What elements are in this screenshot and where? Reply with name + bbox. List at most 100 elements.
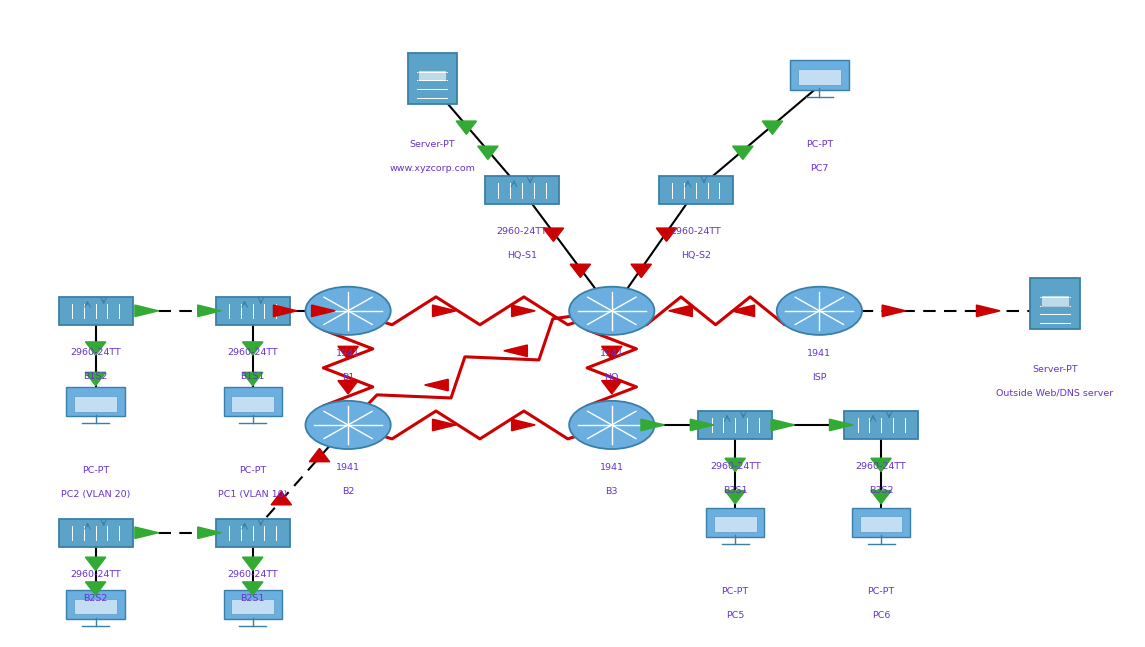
Polygon shape bbox=[311, 305, 335, 316]
Polygon shape bbox=[243, 582, 263, 595]
FancyBboxPatch shape bbox=[658, 177, 733, 204]
Polygon shape bbox=[86, 372, 105, 386]
Polygon shape bbox=[243, 342, 263, 355]
FancyBboxPatch shape bbox=[844, 411, 918, 439]
Polygon shape bbox=[829, 419, 853, 431]
FancyBboxPatch shape bbox=[66, 387, 125, 416]
Text: 2960-24TT: 2960-24TT bbox=[70, 347, 121, 356]
Text: Server-PT: Server-PT bbox=[1032, 365, 1077, 374]
Text: PC-PT: PC-PT bbox=[721, 587, 749, 596]
Text: 2960-24TT: 2960-24TT bbox=[497, 227, 547, 236]
Polygon shape bbox=[725, 458, 745, 472]
FancyBboxPatch shape bbox=[58, 519, 133, 547]
FancyBboxPatch shape bbox=[215, 297, 290, 325]
FancyBboxPatch shape bbox=[231, 396, 274, 411]
Text: www.xyzcorp.com: www.xyzcorp.com bbox=[389, 164, 475, 173]
Text: HQ: HQ bbox=[605, 373, 619, 382]
Text: B1S2: B1S2 bbox=[84, 371, 108, 380]
FancyBboxPatch shape bbox=[74, 598, 117, 615]
FancyBboxPatch shape bbox=[1041, 295, 1069, 306]
Circle shape bbox=[776, 287, 862, 335]
Polygon shape bbox=[504, 345, 528, 356]
Polygon shape bbox=[733, 146, 753, 159]
Text: PC5: PC5 bbox=[726, 611, 744, 620]
FancyBboxPatch shape bbox=[418, 70, 447, 81]
Text: 2960-24TT: 2960-24TT bbox=[228, 569, 278, 578]
FancyBboxPatch shape bbox=[215, 519, 290, 547]
FancyBboxPatch shape bbox=[1030, 278, 1080, 329]
Text: PC7: PC7 bbox=[811, 164, 829, 173]
Polygon shape bbox=[433, 419, 456, 431]
Polygon shape bbox=[243, 557, 263, 571]
Polygon shape bbox=[690, 419, 713, 431]
Polygon shape bbox=[763, 121, 783, 135]
FancyBboxPatch shape bbox=[66, 590, 125, 619]
Polygon shape bbox=[631, 264, 652, 278]
Polygon shape bbox=[543, 228, 563, 241]
Text: PC-PT: PC-PT bbox=[806, 140, 832, 149]
Polygon shape bbox=[198, 527, 221, 538]
Polygon shape bbox=[86, 342, 105, 355]
Polygon shape bbox=[243, 372, 263, 386]
Text: B1S1: B1S1 bbox=[240, 371, 264, 380]
Polygon shape bbox=[656, 228, 677, 241]
Polygon shape bbox=[871, 490, 891, 504]
Polygon shape bbox=[669, 305, 693, 316]
Polygon shape bbox=[512, 419, 535, 431]
Polygon shape bbox=[274, 305, 297, 316]
Polygon shape bbox=[570, 264, 591, 278]
Text: Outside Web/DNS server: Outside Web/DNS server bbox=[996, 389, 1114, 398]
Text: 2960-24TT: 2960-24TT bbox=[70, 569, 121, 578]
Polygon shape bbox=[882, 305, 906, 316]
Text: 1941: 1941 bbox=[600, 349, 624, 358]
Polygon shape bbox=[601, 346, 622, 360]
Polygon shape bbox=[601, 380, 622, 394]
Text: 2960-24TT: 2960-24TT bbox=[228, 347, 278, 356]
FancyBboxPatch shape bbox=[713, 516, 757, 532]
Polygon shape bbox=[456, 121, 476, 135]
Polygon shape bbox=[641, 419, 664, 431]
FancyBboxPatch shape bbox=[852, 507, 910, 536]
Text: 1941: 1941 bbox=[337, 463, 360, 472]
Text: 1941: 1941 bbox=[337, 349, 360, 358]
Text: B3S2: B3S2 bbox=[869, 486, 893, 495]
Polygon shape bbox=[338, 346, 358, 360]
Polygon shape bbox=[135, 305, 158, 316]
Polygon shape bbox=[271, 492, 292, 505]
Text: PC6: PC6 bbox=[871, 611, 891, 620]
FancyBboxPatch shape bbox=[798, 69, 840, 85]
Polygon shape bbox=[425, 379, 448, 391]
Text: 2960-24TT: 2960-24TT bbox=[710, 462, 760, 471]
FancyBboxPatch shape bbox=[706, 507, 765, 536]
Polygon shape bbox=[771, 419, 795, 431]
Text: B2S2: B2S2 bbox=[84, 593, 108, 602]
Polygon shape bbox=[433, 305, 456, 316]
FancyBboxPatch shape bbox=[860, 516, 902, 532]
Text: PC-PT: PC-PT bbox=[239, 466, 267, 475]
FancyBboxPatch shape bbox=[223, 590, 282, 619]
Circle shape bbox=[569, 287, 655, 335]
Polygon shape bbox=[512, 305, 535, 316]
Text: Server-PT: Server-PT bbox=[410, 140, 455, 149]
Text: PC-PT: PC-PT bbox=[82, 466, 109, 475]
Text: B3: B3 bbox=[606, 487, 618, 496]
Polygon shape bbox=[731, 305, 755, 316]
Text: PC1 (VLAN 10): PC1 (VLAN 10) bbox=[218, 490, 287, 499]
Text: 1941: 1941 bbox=[600, 463, 624, 472]
Polygon shape bbox=[338, 380, 358, 394]
Polygon shape bbox=[977, 305, 1000, 316]
FancyBboxPatch shape bbox=[790, 60, 848, 90]
FancyBboxPatch shape bbox=[223, 387, 282, 416]
Circle shape bbox=[306, 401, 390, 449]
Polygon shape bbox=[309, 448, 330, 462]
FancyBboxPatch shape bbox=[231, 598, 274, 615]
FancyBboxPatch shape bbox=[408, 53, 457, 104]
Text: B3S1: B3S1 bbox=[722, 486, 748, 495]
Text: 2960-24TT: 2960-24TT bbox=[671, 227, 721, 236]
Polygon shape bbox=[198, 305, 221, 316]
FancyBboxPatch shape bbox=[74, 396, 117, 411]
Text: PC-PT: PC-PT bbox=[868, 587, 894, 596]
Polygon shape bbox=[725, 490, 745, 504]
Polygon shape bbox=[135, 527, 158, 538]
Circle shape bbox=[569, 401, 655, 449]
